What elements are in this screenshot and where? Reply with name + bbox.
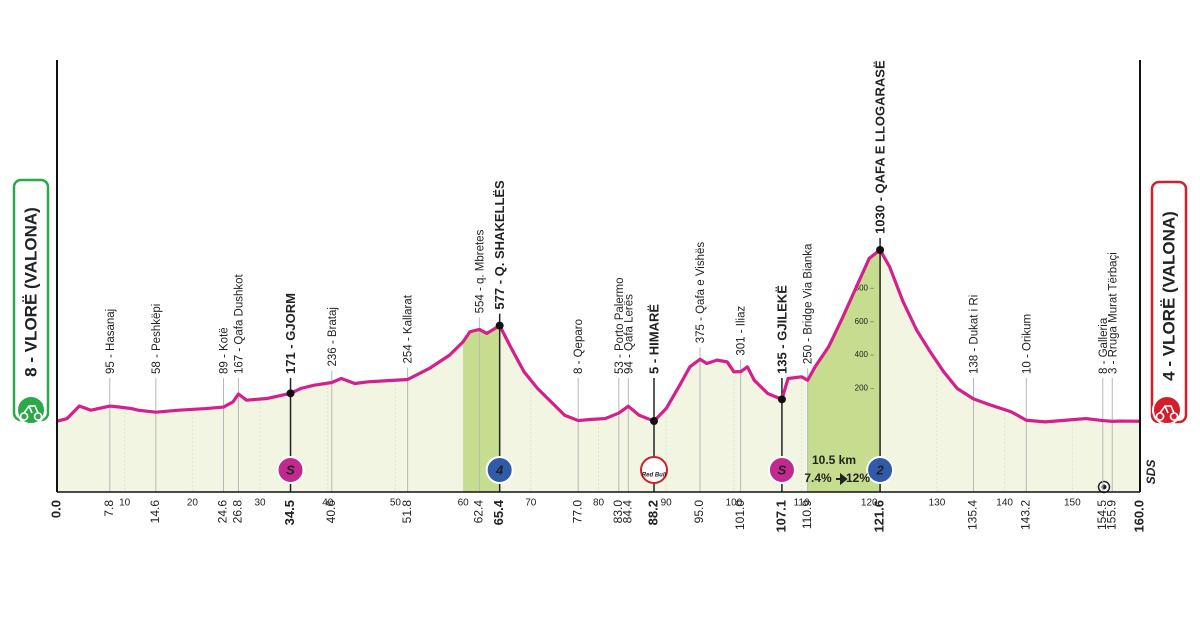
icon-kom bbox=[485, 456, 514, 484]
y-tick-label: 600 bbox=[855, 317, 869, 326]
waypoint-dot bbox=[777, 395, 786, 404]
icon-label: S bbox=[778, 462, 787, 477]
logo: SDS bbox=[1144, 460, 1158, 485]
waypoint-label: 1030 - QAFA E LLOGARASË bbox=[873, 60, 888, 234]
x-tick-label: 60 bbox=[458, 498, 470, 509]
start-label: 8 - VLORË (VALONA) bbox=[21, 207, 40, 377]
x-tick-label: 40 bbox=[322, 498, 334, 509]
y-tick-label: 200 bbox=[855, 384, 869, 393]
km-label: 110.9 bbox=[800, 500, 814, 529]
km-label: 51.8 bbox=[400, 500, 414, 524]
x-tick-label: 10 bbox=[119, 498, 131, 509]
x-tick-label: 100 bbox=[726, 498, 743, 509]
x-tick-label: 110 bbox=[794, 498, 810, 509]
waypoint-label: 577 - Q. SHAKELLËS bbox=[492, 180, 507, 310]
icon-label: 4 bbox=[495, 462, 504, 477]
waypoint-label: 254 - Kallarat bbox=[403, 294, 415, 363]
waypoint-dot bbox=[495, 321, 504, 330]
km-label: 0.0 bbox=[48, 500, 63, 518]
x-tick-label: 150 bbox=[1064, 498, 1081, 509]
km-label: 143.2 bbox=[1018, 500, 1032, 530]
waypoint-label: 5 - HIMARË bbox=[646, 304, 661, 374]
waypoint-label: 8 - Qeparo bbox=[573, 319, 585, 374]
climb-arrow bbox=[836, 472, 848, 486]
waypoint-label: 301 - Iliaz bbox=[736, 306, 748, 356]
waypoint-label: 171 - GJORM bbox=[283, 293, 298, 374]
icon-sprint bbox=[767, 456, 796, 484]
waypoint-label: 58 - Peshkëpi bbox=[151, 304, 163, 374]
km-label: 26.8 bbox=[231, 500, 245, 524]
x-tick-label: 30 bbox=[255, 498, 267, 509]
finish-label: 4 - VLORË (VALONA) bbox=[1159, 211, 1178, 381]
km-label: 14.6 bbox=[148, 500, 162, 524]
km-label: 7.8 bbox=[102, 500, 116, 517]
km-label: 107.1 bbox=[773, 500, 788, 533]
km-label: 24.6 bbox=[216, 500, 230, 524]
icon-label: 2 bbox=[875, 462, 884, 477]
waypoint-dot bbox=[650, 417, 659, 426]
km-label: 77.0 bbox=[570, 500, 584, 524]
x-tick-label: 140 bbox=[996, 498, 1013, 509]
plot-background bbox=[57, 249, 1140, 492]
x-tick-label: 20 bbox=[187, 498, 199, 509]
x-tick-label: 70 bbox=[525, 498, 537, 509]
km-label: 135.4 bbox=[966, 500, 980, 530]
x-tick-label: 130 bbox=[929, 498, 946, 509]
km-label: 65.4 bbox=[491, 499, 506, 525]
km-label: 40.6 bbox=[324, 500, 338, 524]
climb-avg: 7.4% bbox=[804, 471, 832, 485]
km-label: 34.5 bbox=[282, 500, 297, 525]
icon-label: S bbox=[286, 462, 295, 477]
waypoint-label: 53 - Porto Palermo bbox=[614, 277, 626, 374]
waypoint-label: 250 - Bridge Via Bianka bbox=[803, 243, 815, 364]
waypoint-label: 94 - Qafa Lerës bbox=[623, 294, 635, 374]
waypoint-label: 89 - Kotë bbox=[219, 327, 231, 374]
km-label: 155.9 bbox=[1104, 500, 1118, 530]
x-tick-label: 50 bbox=[390, 498, 402, 509]
waypoint-dot bbox=[876, 245, 885, 254]
profile-line bbox=[56, 248, 1141, 424]
waypoint-label: 138 - Dukat i Ri bbox=[969, 295, 981, 374]
km-label: 95.0 bbox=[692, 500, 706, 524]
waypoint-label: 554 - q. Mbretes bbox=[474, 229, 486, 313]
y-tick-label: 400 bbox=[855, 350, 869, 359]
waypoint-dot bbox=[286, 389, 295, 398]
icon-kom bbox=[866, 456, 895, 484]
waypoint-label: 8 - Galleria bbox=[1098, 317, 1110, 374]
km-label: 84.4 bbox=[620, 500, 634, 524]
waypoint-label: 95 - Hasanaj bbox=[105, 309, 117, 374]
finish-bike bbox=[1155, 405, 1179, 421]
waypoint-label: 375 - Qafa e Vishës bbox=[695, 242, 707, 344]
climb-max: 12% bbox=[846, 471, 870, 485]
icon-redbull bbox=[640, 456, 669, 484]
waypoint-label: 236 - Brataj bbox=[327, 307, 339, 366]
km-label: 101.0 bbox=[733, 500, 747, 530]
km-label: 62.4 bbox=[472, 500, 486, 524]
finish-marker-dot bbox=[1101, 484, 1107, 490]
km-label: 83.0 bbox=[611, 500, 625, 524]
waypoint-label: 10 - Orikum bbox=[1021, 314, 1033, 374]
climb-area bbox=[807, 249, 881, 492]
y-tick-label: 800 bbox=[855, 283, 869, 292]
icon-label: Red Bull bbox=[642, 473, 667, 479]
x-tick-label: 80 bbox=[593, 498, 605, 509]
waypoint-label: 3 - Rruga Murat Tërbaçi bbox=[1107, 252, 1119, 374]
km-label: 88.2 bbox=[645, 500, 660, 525]
x-tick-label: 90 bbox=[661, 498, 673, 509]
km-label: 160.0 bbox=[1131, 500, 1146, 533]
start-bike bbox=[19, 405, 43, 421]
km-label: 121.6 bbox=[872, 500, 887, 533]
km-label: 154.5 bbox=[1095, 500, 1109, 530]
waypoint-label: 135 - GJILEKË bbox=[774, 285, 789, 374]
x-tick-label: 120 bbox=[861, 498, 878, 509]
icon-sprint bbox=[276, 456, 305, 484]
climb-length: 10.5 km bbox=[812, 453, 856, 467]
waypoint-label: 167 - Qafa Dushkot bbox=[233, 273, 245, 374]
climb-area bbox=[463, 325, 500, 492]
